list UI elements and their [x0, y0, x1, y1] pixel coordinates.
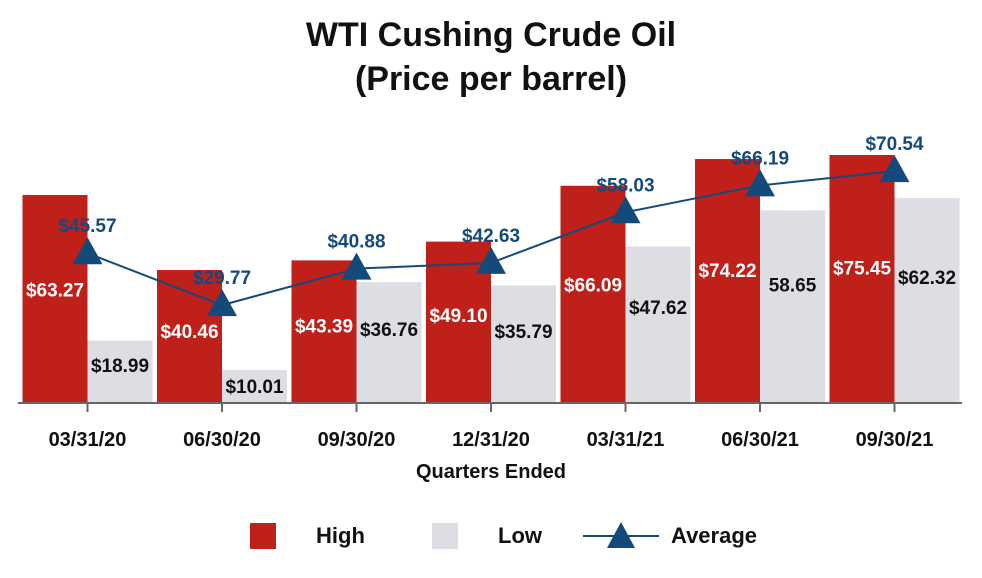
data-label-high: $74.22 — [698, 261, 756, 282]
data-label-low: $35.79 — [494, 322, 552, 343]
data-label-average: $29.77 — [193, 268, 251, 289]
point-average — [476, 246, 506, 274]
legend-item-average: Average — [583, 516, 757, 556]
bar-low — [894, 198, 960, 403]
data-label-low: 58.65 — [769, 275, 817, 296]
data-label-average: $40.88 — [327, 232, 385, 253]
bar-low — [356, 282, 422, 403]
chart-subtitle: (Price per barrel) — [354, 60, 628, 98]
x-tick-label: 12/31/20 — [452, 429, 530, 451]
bar-low — [625, 246, 691, 403]
legend-swatch-low — [432, 523, 458, 549]
point-average — [341, 252, 372, 280]
legend-label-average: Average — [671, 523, 758, 548]
data-label-average: $66.19 — [731, 148, 789, 169]
legend-label-high: High — [316, 523, 365, 548]
bar-low — [87, 340, 153, 403]
point-average — [879, 155, 910, 183]
x-tick-label: 03/31/20 — [49, 429, 127, 451]
data-label-high: $63.27 — [26, 281, 84, 302]
x-tick-label: 06/30/20 — [183, 429, 261, 451]
legend-swatch-average — [583, 522, 659, 548]
data-label-high: $66.09 — [564, 276, 622, 297]
bar-low — [760, 210, 825, 403]
data-label-average: $42.63 — [462, 226, 520, 247]
data-label-high: $40.46 — [160, 322, 218, 343]
data-label-high: $43.39 — [295, 317, 353, 338]
point-average — [745, 169, 775, 197]
data-label-low: $10.01 — [225, 377, 284, 398]
bar-high — [695, 159, 760, 403]
x-tick-label: 09/30/20 — [318, 429, 396, 451]
data-label-low: $18.99 — [91, 356, 149, 377]
legend-swatch-high — [250, 523, 276, 549]
data-label-low: $47.62 — [629, 298, 687, 319]
bar-low — [222, 370, 287, 403]
data-label-high: $49.10 — [429, 306, 487, 327]
data-label-average: $58.03 — [596, 175, 654, 196]
legend-item-low: Low — [432, 516, 542, 556]
legend-label-low: Low — [498, 523, 542, 548]
legend-item-high: High — [250, 516, 365, 556]
data-label-average: $45.57 — [58, 216, 116, 237]
x-tick-label: 03/31/21 — [587, 429, 665, 451]
point-average — [610, 196, 641, 224]
data-label-low: $62.32 — [898, 268, 956, 289]
point-average — [207, 289, 237, 317]
x-tick-label: 09/30/21 — [856, 429, 934, 451]
point-average — [72, 237, 103, 265]
bar-high — [829, 155, 895, 403]
data-label-low: $36.76 — [360, 320, 418, 341]
bar-low — [491, 285, 556, 403]
bar-high — [22, 195, 88, 403]
chart-title: WTI Cushing Crude Oil — [305, 16, 677, 54]
x-axis-label: Quarters Ended — [416, 461, 566, 483]
legend: High Low Average — [0, 516, 982, 556]
x-tick-label: 06/30/21 — [721, 429, 799, 451]
data-label-high: $75.45 — [833, 259, 892, 280]
data-label-average: $70.54 — [865, 134, 924, 155]
